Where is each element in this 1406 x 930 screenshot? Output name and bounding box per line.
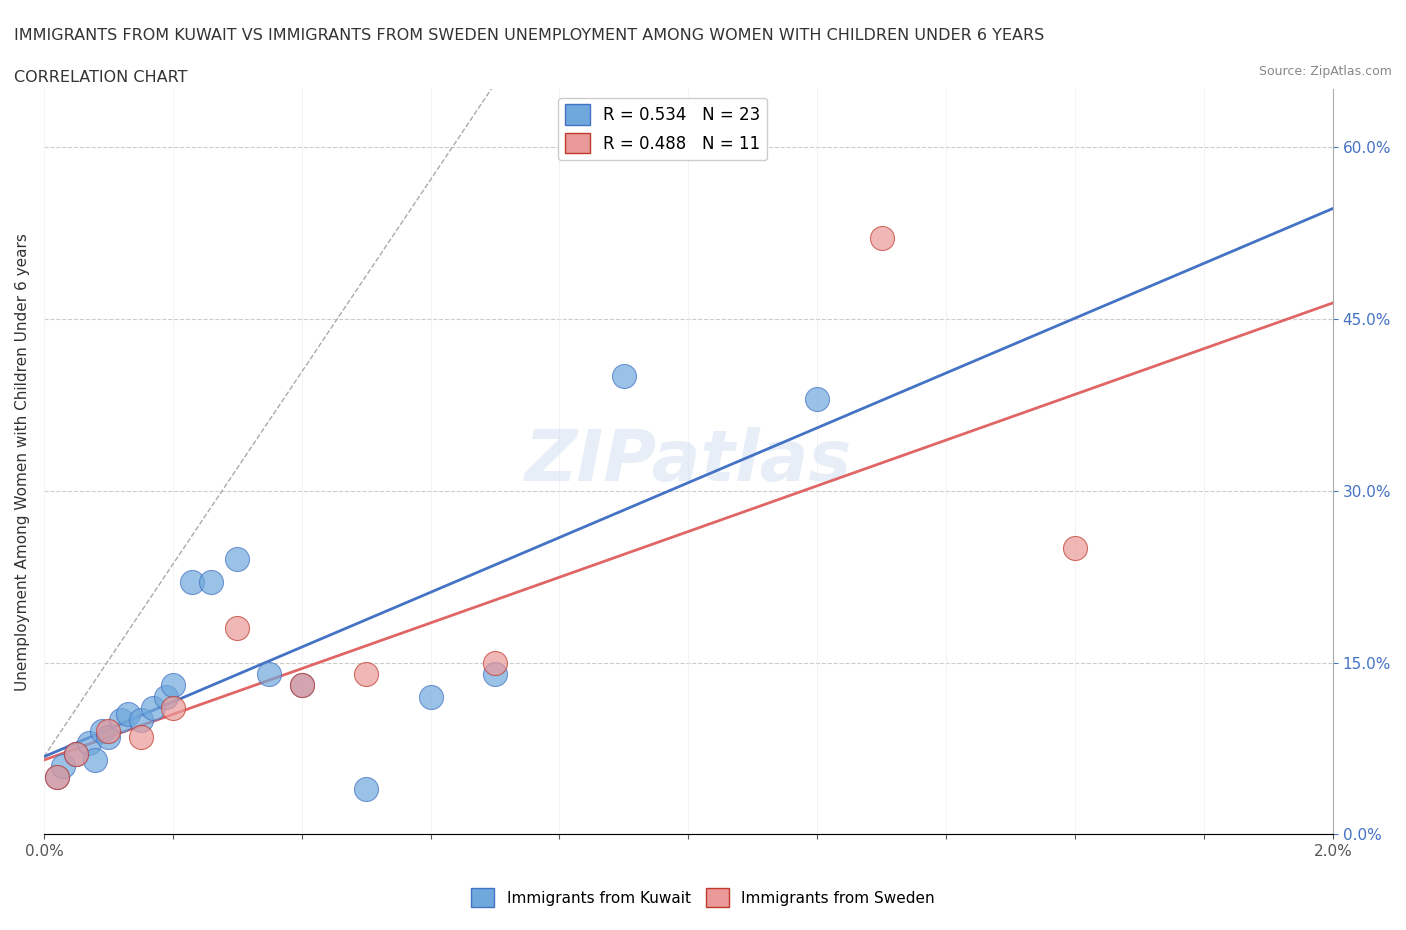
Point xyxy=(45,770,67,785)
Point xyxy=(291,678,314,693)
Point xyxy=(65,747,87,762)
Point xyxy=(162,701,184,716)
Point xyxy=(117,707,139,722)
Point xyxy=(484,667,506,682)
Point xyxy=(77,736,100,751)
Point xyxy=(181,575,204,590)
Point xyxy=(1064,540,1087,555)
Point xyxy=(806,392,828,406)
Point xyxy=(419,689,441,704)
Point xyxy=(226,551,249,566)
Point xyxy=(52,758,75,773)
Point xyxy=(226,620,249,635)
Text: ZIPatlas: ZIPatlas xyxy=(524,428,852,497)
Point xyxy=(129,712,152,727)
Point xyxy=(65,747,87,762)
Point xyxy=(110,712,132,727)
Point xyxy=(259,667,281,682)
Point xyxy=(354,667,377,682)
Point xyxy=(354,781,377,796)
Legend: R = 0.534   N = 23, R = 0.488   N = 11: R = 0.534 N = 23, R = 0.488 N = 11 xyxy=(558,98,768,160)
Point xyxy=(613,368,636,383)
Point xyxy=(90,724,112,738)
Point xyxy=(484,655,506,670)
Point xyxy=(142,701,165,716)
Point xyxy=(129,730,152,745)
Y-axis label: Unemployment Among Women with Children Under 6 years: Unemployment Among Women with Children U… xyxy=(15,233,30,691)
Point xyxy=(200,575,222,590)
Point xyxy=(45,770,67,785)
Legend: Immigrants from Kuwait, Immigrants from Sweden: Immigrants from Kuwait, Immigrants from … xyxy=(465,883,941,913)
Text: CORRELATION CHART: CORRELATION CHART xyxy=(14,70,187,85)
Point xyxy=(291,678,314,693)
Point xyxy=(155,689,177,704)
Point xyxy=(162,678,184,693)
Point xyxy=(97,724,120,738)
Point xyxy=(84,752,107,767)
Text: IMMIGRANTS FROM KUWAIT VS IMMIGRANTS FROM SWEDEN UNEMPLOYMENT AMONG WOMEN WITH C: IMMIGRANTS FROM KUWAIT VS IMMIGRANTS FRO… xyxy=(14,28,1045,43)
Text: Source: ZipAtlas.com: Source: ZipAtlas.com xyxy=(1258,65,1392,78)
Point xyxy=(870,231,893,246)
Point xyxy=(97,730,120,745)
